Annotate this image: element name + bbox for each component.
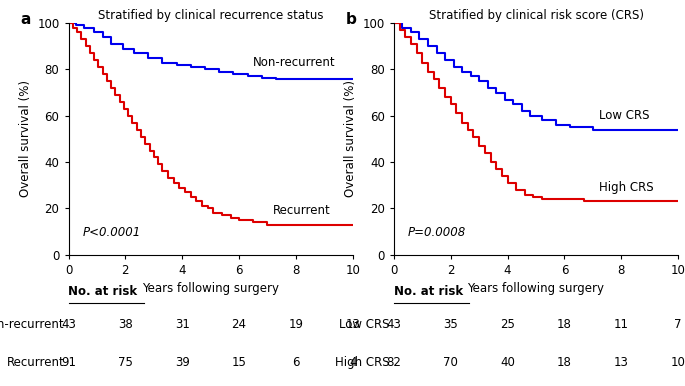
Text: P=0.0008: P=0.0008 [408,225,466,239]
Text: Non-recurrent: Non-recurrent [253,56,336,69]
Text: 15: 15 [232,356,247,369]
Text: 82: 82 [386,356,401,369]
Title: Stratified by clinical risk score (CRS): Stratified by clinical risk score (CRS) [429,9,643,22]
Text: No. at risk: No. at risk [68,285,138,298]
Text: 40: 40 [500,356,515,369]
Text: 38: 38 [118,318,133,332]
Text: No. at risk: No. at risk [394,285,463,298]
Text: 75: 75 [118,356,133,369]
Text: 43: 43 [61,318,76,332]
Text: 13: 13 [345,318,360,332]
Text: 6: 6 [292,356,299,369]
Text: 19: 19 [288,318,303,332]
X-axis label: Years following surgery: Years following surgery [142,282,279,295]
Text: Low CRS: Low CRS [339,318,390,332]
Text: 13: 13 [614,356,629,369]
X-axis label: Years following surgery: Years following surgery [467,282,604,295]
Text: Low CRS: Low CRS [599,109,649,122]
Y-axis label: Overall survival (%): Overall survival (%) [344,80,357,198]
Text: 18: 18 [557,318,572,332]
Text: 31: 31 [175,318,190,332]
Text: 43: 43 [386,318,401,332]
Text: 11: 11 [614,318,629,332]
Text: 91: 91 [61,356,76,369]
Text: High CRS: High CRS [335,356,390,369]
Y-axis label: Overall survival (%): Overall survival (%) [18,80,32,198]
Text: 7: 7 [675,318,682,332]
Text: 25: 25 [500,318,515,332]
Text: 24: 24 [232,318,247,332]
Text: 18: 18 [557,356,572,369]
Text: High CRS: High CRS [599,181,653,194]
Text: 4: 4 [349,356,356,369]
Text: 70: 70 [443,356,458,369]
Text: a: a [20,12,31,27]
Text: 10: 10 [671,356,685,369]
Text: 39: 39 [175,356,190,369]
Title: Stratified by clinical recurrence status: Stratified by clinical recurrence status [98,9,323,22]
Text: Recurrent: Recurrent [273,204,331,217]
Text: Non-recurrent: Non-recurrent [0,318,64,332]
Text: Recurrent: Recurrent [6,356,64,369]
Text: 35: 35 [443,318,458,332]
Text: P<0.0001: P<0.0001 [83,225,141,239]
Text: b: b [345,12,356,27]
